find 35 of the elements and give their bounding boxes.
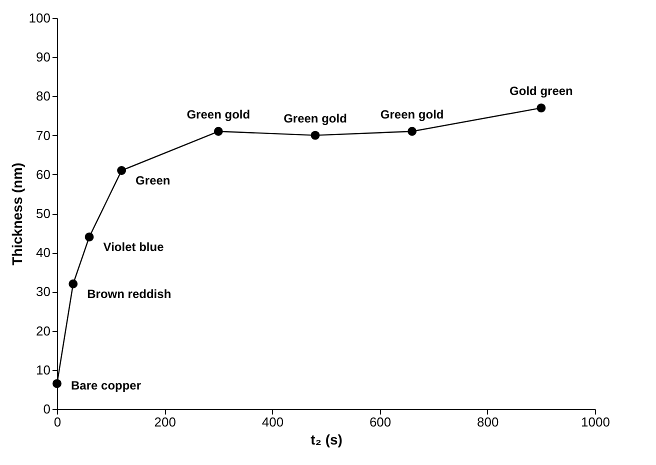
annotation: Green gold <box>186 107 250 122</box>
y-tick-label: 40 <box>36 245 50 260</box>
y-tick-label: 90 <box>36 50 50 65</box>
point <box>214 126 223 136</box>
point <box>310 130 320 140</box>
x-tick-label: 0 <box>54 414 62 430</box>
annotation: Green gold <box>284 111 347 126</box>
x-tick-label: 800 <box>477 414 499 430</box>
point <box>536 103 546 112</box>
annotation: Violet blue <box>103 240 164 254</box>
y-tick-label: 70 <box>36 128 50 143</box>
annotation: Green gold <box>380 107 444 122</box>
y-tick-label: 50 <box>36 206 50 221</box>
x-tick-label: 1000 <box>581 414 610 430</box>
annotation: Brown reddish <box>87 286 172 301</box>
x-tick-label: 400 <box>262 414 284 430</box>
y-tick-label: 10 <box>36 362 50 378</box>
y-tick-label: 60 <box>36 166 50 182</box>
x-tick-label: 200 <box>154 414 176 430</box>
point <box>408 126 417 136</box>
y-tick-label: 100 <box>28 10 50 26</box>
point <box>84 232 94 242</box>
x-axis-title: t₂ (s) <box>310 432 342 448</box>
y-tick-label: 20 <box>36 323 50 338</box>
annotation: Green <box>136 173 170 188</box>
y-axis-title: Thickness (nm) <box>8 162 25 266</box>
point <box>117 166 126 175</box>
y-tick-label: 0 <box>43 402 50 416</box>
point <box>68 279 78 288</box>
annotation: Gold green <box>510 84 573 98</box>
point <box>52 379 62 388</box>
x-tick-label: 600 <box>369 414 392 430</box>
annotation: Bare copper <box>71 378 142 393</box>
y-tick-label: 30 <box>36 284 50 300</box>
y-tick-label: 80 <box>36 88 50 104</box>
